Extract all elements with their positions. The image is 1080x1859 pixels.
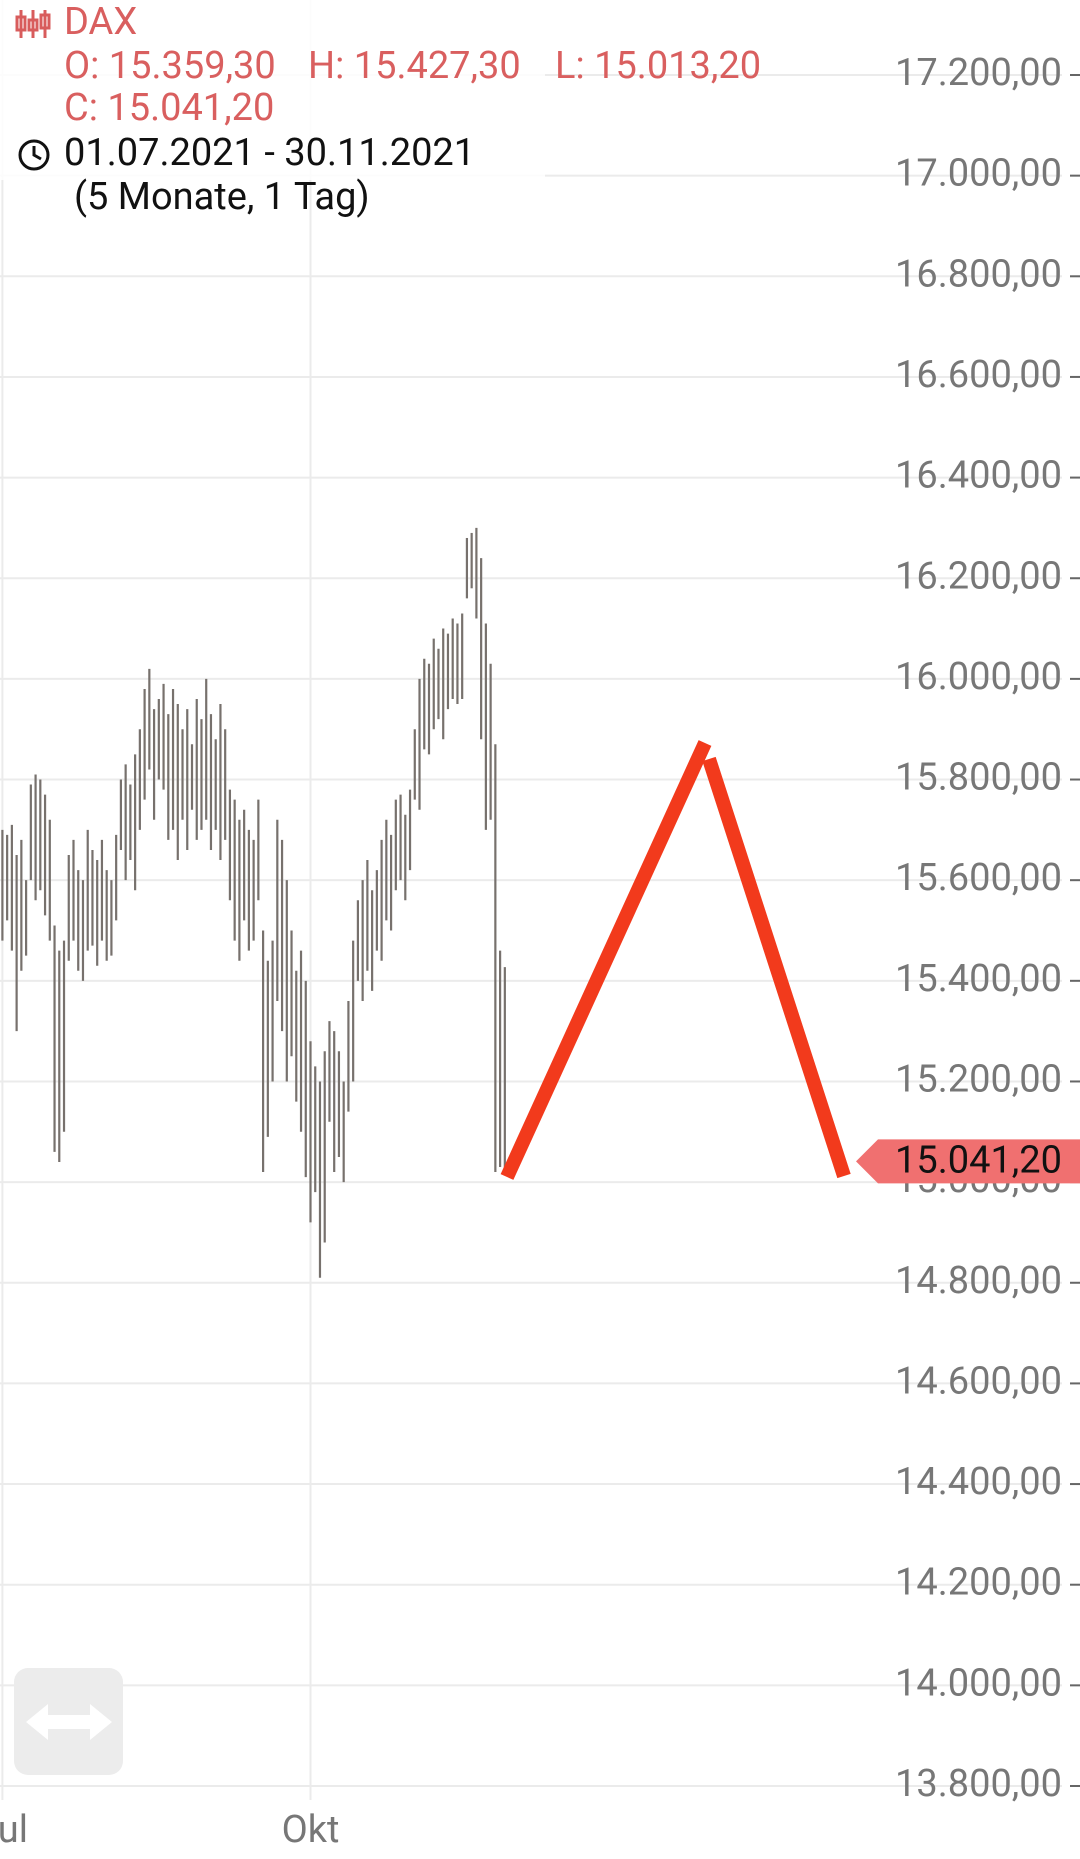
y-tick-label: 15.800,00: [895, 756, 1062, 800]
x-tick-label: Okt: [282, 1808, 340, 1852]
y-tick-label: 16.200,00: [895, 554, 1062, 598]
y-tick-label: 14.800,00: [895, 1259, 1062, 1303]
y-axis: 17.200,00 17.000,00 16.800,00 16.600,00 16.4…: [0, 51, 1080, 1852]
candle-icon: [15, 10, 51, 38]
button-arrow: [26, 1704, 112, 1740]
symbol: DAX: [64, 0, 137, 44]
grid: [0, 0, 1062, 1800]
period: (5 Monate, 1 Tag): [74, 175, 370, 219]
y-tick-label: 16.400,00: [895, 454, 1062, 498]
bars: [1, 527, 506, 1278]
low: L: 15.013,20: [555, 44, 761, 88]
last-price-label: 15.041,20: [895, 1138, 1062, 1182]
y-tick-label: 15.600,00: [895, 856, 1062, 900]
y-tick-label: 15.200,00: [895, 1058, 1062, 1102]
y-tick-label: 13.800,00: [895, 1762, 1062, 1806]
scroll-button[interactable]: [14, 1668, 123, 1775]
y-tick-label: 14.000,00: [895, 1661, 1062, 1705]
y-tick-label: 14.200,00: [895, 1561, 1062, 1605]
drawn-line: [702, 756, 851, 1179]
y-tick-label: 16.000,00: [895, 655, 1062, 699]
y-tick-label: 17.000,00: [895, 152, 1062, 196]
drawn-line: [500, 740, 712, 1180]
clock-icon: [18, 139, 50, 171]
y-tick-label: 14.400,00: [895, 1460, 1062, 1504]
close: C: 15.041,20: [64, 86, 274, 130]
x-tick-label: Jul: [0, 1808, 28, 1852]
y-tick-label: 16.600,00: [895, 353, 1062, 397]
high: H: 15.427,30: [308, 44, 521, 88]
y-tick-label: 15.400,00: [895, 957, 1062, 1001]
y-tick-label: 17.200,00: [895, 51, 1062, 95]
last-price-tag: [856, 1139, 1080, 1184]
header-bg: [0, 0, 545, 180]
date-range: 01.07.2021 - 30.11.2021: [64, 131, 475, 175]
y-tick-label: 14.600,00: [895, 1359, 1062, 1403]
y-tick-label: 16.800,00: [895, 252, 1062, 296]
open: O: 15.359,30: [64, 44, 276, 88]
